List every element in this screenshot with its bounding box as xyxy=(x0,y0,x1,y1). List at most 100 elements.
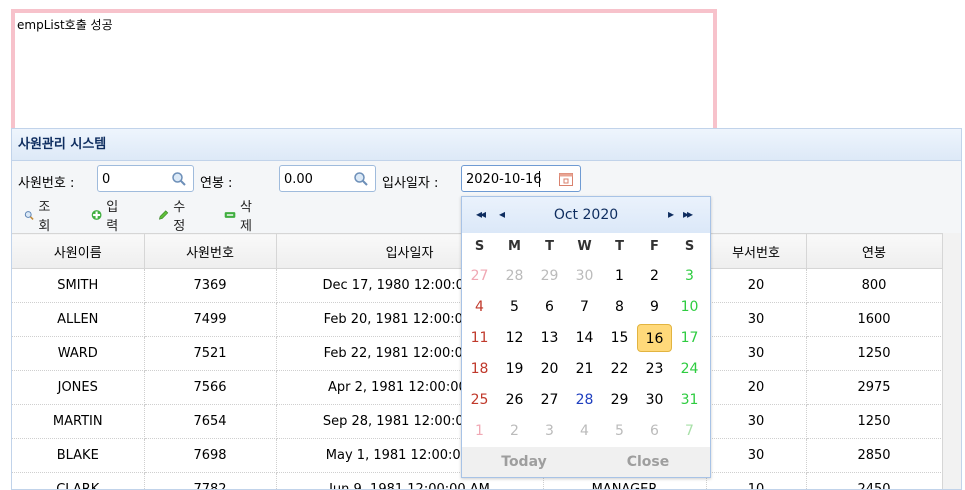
sal-input[interactable] xyxy=(284,170,344,188)
grid-cell[interactable]: 7521 xyxy=(144,337,276,371)
calendar-day[interactable]: 3 xyxy=(532,417,567,445)
calendar-day[interactable]: 28 xyxy=(497,262,532,290)
hiredate-datebox[interactable] xyxy=(461,165,581,192)
grid-cell[interactable]: 30 xyxy=(706,337,806,371)
column-header[interactable]: 사원번호 xyxy=(144,234,276,269)
calendar-day[interactable]: 25 xyxy=(462,386,497,414)
update-button[interactable]: 수정 xyxy=(158,205,190,225)
grid-cell[interactable]: 10 xyxy=(706,473,806,490)
grid-cell[interactable]: 800 xyxy=(806,269,942,303)
calendar-day[interactable]: 22 xyxy=(602,355,637,383)
grid-cell[interactable]: JONES xyxy=(12,371,144,405)
column-header[interactable]: 부서번호 xyxy=(706,234,806,269)
calendar-day[interactable]: 2 xyxy=(637,262,672,290)
search-icon[interactable] xyxy=(171,171,187,187)
grid-cell[interactable]: 1250 xyxy=(806,337,942,371)
grid-cell[interactable]: 2450 xyxy=(806,473,942,490)
empno-searchbox[interactable] xyxy=(97,165,194,192)
today-button[interactable]: Today xyxy=(462,447,586,477)
grid-cell[interactable]: CLARK xyxy=(12,473,144,490)
calendar-day[interactable]: 13 xyxy=(532,324,567,352)
calendar-day[interactable]: 18 xyxy=(462,355,497,383)
calendar-day[interactable]: 17 xyxy=(672,324,707,352)
calendar-day[interactable]: 14 xyxy=(567,324,602,352)
calendar-day[interactable]: 3 xyxy=(672,262,707,290)
grid-cell[interactable]: 1250 xyxy=(806,405,942,439)
calendar-day[interactable]: 5 xyxy=(497,293,532,321)
calendar-day[interactable]: 30 xyxy=(637,386,672,414)
delete-button[interactable]: 삭제 xyxy=(224,205,257,225)
calendar-day[interactable]: 27 xyxy=(462,262,497,290)
calendar-day[interactable]: 26 xyxy=(497,386,532,414)
calendar-day[interactable]: 12 xyxy=(497,324,532,352)
calendar-day[interactable]: 5 xyxy=(602,417,637,445)
search-button[interactable]: 조회 xyxy=(24,205,55,225)
grid-cell[interactable]: 30 xyxy=(706,439,806,473)
calendar-day[interactable]: 30 xyxy=(567,262,602,290)
calendar-day[interactable]: 2 xyxy=(497,417,532,445)
grid-cell[interactable]: WARD xyxy=(12,337,144,371)
calendar-icon[interactable] xyxy=(558,171,574,187)
calendar-day[interactable]: 29 xyxy=(532,262,567,290)
grid-cell[interactable]: 7499 xyxy=(144,303,276,337)
calendar-day[interactable]: 31 xyxy=(672,386,707,414)
close-button[interactable]: Close xyxy=(586,447,710,477)
calendar-day[interactable]: 15 xyxy=(602,324,637,352)
update-button-label: 수정 xyxy=(173,196,190,234)
calendar-day[interactable]: 6 xyxy=(532,293,567,321)
grid-cell[interactable]: 2975 xyxy=(806,371,942,405)
calendar-day[interactable]: 1 xyxy=(462,417,497,445)
grid-cell[interactable]: 20 xyxy=(706,371,806,405)
grid-cell[interactable]: 30 xyxy=(706,405,806,439)
calendar-day[interactable]: 1 xyxy=(602,262,637,290)
calendar-day[interactable]: 9 xyxy=(637,293,672,321)
grid-cell[interactable]: SMITH xyxy=(12,269,144,303)
grid-cell[interactable]: ALLEN xyxy=(12,303,144,337)
double-right-icon[interactable]: ▸▸ xyxy=(683,207,691,221)
text-caret xyxy=(539,171,540,187)
grid-cell[interactable]: 7654 xyxy=(144,405,276,439)
calendar-month-title[interactable]: Oct 2020 xyxy=(462,207,710,223)
grid-cell[interactable]: 30 xyxy=(706,303,806,337)
calendar-day[interactable]: 19 xyxy=(497,355,532,383)
calendar-day[interactable]: 8 xyxy=(602,293,637,321)
calendar-day[interactable]: 28 xyxy=(567,386,602,414)
grid-cell[interactable]: BLAKE xyxy=(12,439,144,473)
column-header[interactable]: 사원이름 xyxy=(12,234,144,269)
calendar-day[interactable]: 29 xyxy=(602,386,637,414)
minus-icon xyxy=(224,207,236,223)
grid-cell[interactable]: 2850 xyxy=(806,439,942,473)
grid-cell[interactable]: 1600 xyxy=(806,303,942,337)
calendar-day-selected[interactable]: 16 xyxy=(637,324,672,352)
calendar-day[interactable]: 21 xyxy=(567,355,602,383)
calendar-day[interactable]: 6 xyxy=(637,417,672,445)
hiredate-input[interactable] xyxy=(466,170,550,188)
calendar-day[interactable]: 27 xyxy=(532,386,567,414)
calendar-day[interactable]: 4 xyxy=(567,417,602,445)
calendar-day[interactable]: 7 xyxy=(672,417,707,445)
calendar-day[interactable]: 20 xyxy=(532,355,567,383)
grid-cell[interactable]: 7369 xyxy=(144,269,276,303)
grid-cell[interactable]: 20 xyxy=(706,269,806,303)
grid-cell[interactable]: 7782 xyxy=(144,473,276,490)
grid-cell[interactable]: 7698 xyxy=(144,439,276,473)
calendar-day[interactable]: 7 xyxy=(567,293,602,321)
calendar-day[interactable]: 10 xyxy=(672,293,707,321)
insert-button-label: 입력 xyxy=(106,196,123,234)
sal-searchbox[interactable] xyxy=(279,165,376,192)
grid-cell[interactable]: MARTIN xyxy=(12,405,144,439)
column-header[interactable]: 연봉 xyxy=(806,234,942,269)
insert-button[interactable]: 입력 xyxy=(91,205,123,225)
calendar-day[interactable]: 24 xyxy=(672,355,707,383)
grid-cell[interactable]: 7566 xyxy=(144,371,276,405)
search-icon[interactable] xyxy=(353,171,369,187)
calendar-day[interactable]: 4 xyxy=(462,293,497,321)
empno-input[interactable] xyxy=(102,170,162,188)
weekday-row: S M T W T F S xyxy=(462,239,710,254)
right-icon[interactable]: ▸ xyxy=(668,207,672,221)
grid-scrollbar[interactable] xyxy=(942,233,962,489)
calendar-day[interactable]: 23 xyxy=(637,355,672,383)
calendar-day[interactable]: 11 xyxy=(462,324,497,352)
